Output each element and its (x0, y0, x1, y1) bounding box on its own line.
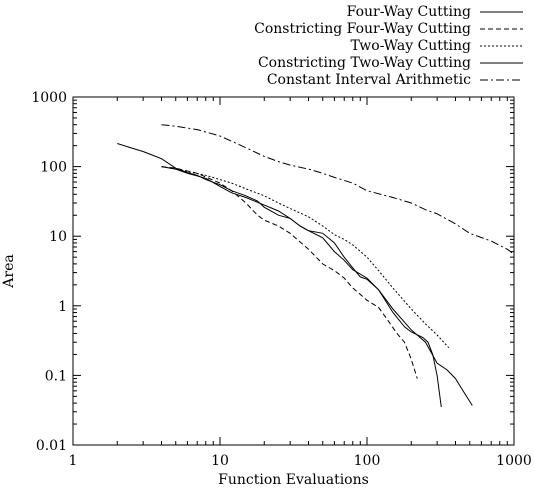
x-tick-label: 10 (211, 453, 229, 469)
y-axis: 0.01 0.1 1 10 100 1000 (31, 90, 514, 454)
series-line-3 (161, 166, 450, 349)
y-tick-label: 10 (49, 229, 67, 245)
x-axis-label: Function Evaluations (218, 472, 369, 488)
series-line-2 (161, 166, 418, 379)
y-tick-label: 0.1 (45, 368, 67, 384)
legend-label: Constricting Four-Way Cutting (254, 21, 471, 37)
x-tick-label: 1 (69, 453, 78, 469)
y-tick-label: 0.01 (36, 438, 67, 454)
x-tick-label: 1000 (496, 453, 532, 469)
legend-label: Constant Interval Arithmetic (267, 72, 471, 88)
series-lines (117, 124, 515, 408)
legend-label: Two-Way Cutting (350, 38, 471, 54)
series-line-1 (117, 143, 442, 408)
x-tick-label: 100 (354, 453, 381, 469)
legend-label: Four-Way Cutting (347, 4, 471, 20)
series-line-5 (161, 124, 515, 255)
x-axis: 1 10 100 1000 (69, 97, 532, 469)
plot-area: 1 10 100 1000 0.01 0.1 1 10 100 1000 (31, 90, 531, 469)
legend-label: Constricting Two-Way Cutting (258, 55, 471, 71)
y-tick-label: 100 (40, 160, 67, 176)
y-axis-label: Area (1, 254, 17, 288)
series-line-4 (161, 166, 473, 406)
plot-frame (72, 96, 515, 446)
y-tick-label: 1 (58, 299, 67, 315)
y-tick-label: 1000 (31, 90, 67, 106)
